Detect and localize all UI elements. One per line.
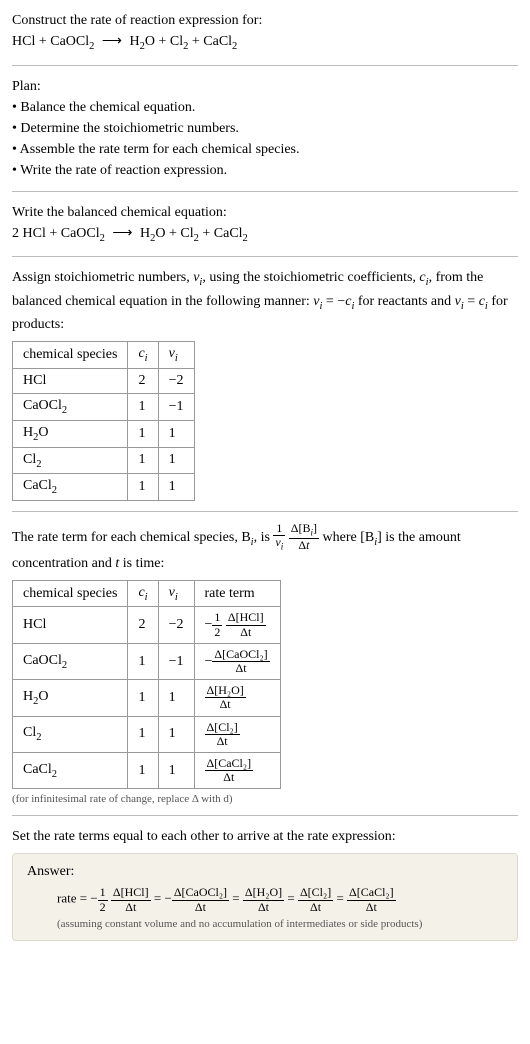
table-row: CaOCl21−1 −Δ[CaOCl₂]Δt bbox=[13, 643, 281, 679]
rate-term-section: The rate term for each chemical species,… bbox=[12, 522, 518, 805]
species-hcl: HCl bbox=[12, 34, 35, 49]
plan-header: Plan: bbox=[12, 76, 518, 97]
table-header-row: chemical species ci νi bbox=[13, 342, 195, 369]
rate-term-table: chemical species ci νi rate term HCl2−2 … bbox=[12, 580, 281, 790]
col-species: chemical species bbox=[13, 342, 128, 369]
plan-bullet-1: • Balance the chemical equation. bbox=[12, 97, 518, 118]
table-row: H2O11 Δ[H₂O]Δt bbox=[13, 680, 281, 716]
arrow-icon: ⟶ bbox=[108, 226, 136, 241]
divider bbox=[12, 191, 518, 192]
species-cacl2: CaCl2 bbox=[203, 34, 237, 49]
divider bbox=[12, 65, 518, 66]
divider bbox=[12, 511, 518, 512]
table-row: HCl2−2 bbox=[13, 368, 195, 393]
plan-bullet-3: • Assemble the rate term for each chemic… bbox=[12, 139, 518, 160]
plan-bullet-2: • Determine the stoichiometric numbers. bbox=[12, 118, 518, 139]
arrow-icon: ⟶ bbox=[98, 34, 126, 49]
table-header-row: chemical species ci νi rate term bbox=[13, 580, 281, 607]
species-caocl2: CaOCl2 bbox=[50, 34, 94, 49]
unbalanced-equation: HCl + CaOCl2 ⟶ H2O + Cl2 + CaCl2 bbox=[12, 31, 518, 55]
stoichiometry-table: chemical species ci νi HCl2−2 CaOCl21−1 … bbox=[12, 341, 195, 501]
col-nui: νi bbox=[158, 342, 194, 369]
answer-assumption-note: (assuming constant volume and no accumul… bbox=[57, 918, 503, 930]
table-row: CaOCl21−1 bbox=[13, 393, 195, 420]
answer-label: Answer: bbox=[27, 864, 503, 880]
answer-box: Answer: rate = −12 Δ[HCl]Δt = −Δ[CaOCl₂]… bbox=[12, 853, 518, 940]
balanced-equation: 2 HCl + CaOCl2 ⟶ H2O + Cl2 + CaCl2 bbox=[12, 223, 518, 247]
assign-section: Assign stoichiometric numbers, νi, using… bbox=[12, 267, 518, 501]
species-cl2: Cl2 bbox=[170, 34, 188, 49]
plan-bullet-4: • Write the rate of reaction expression. bbox=[12, 160, 518, 181]
plan-section: Plan: • Balance the chemical equation. •… bbox=[12, 76, 518, 181]
answer-equation: rate = −12 Δ[HCl]Δt = −Δ[CaOCl₂]Δt = Δ[H… bbox=[57, 886, 503, 913]
table-row: Cl211 bbox=[13, 447, 195, 474]
divider bbox=[12, 256, 518, 257]
species-h2o: H2O bbox=[129, 34, 155, 49]
table-row: CaCl211 bbox=[13, 474, 195, 501]
table-row: CaCl211 Δ[CaCl₂]Δt bbox=[13, 752, 281, 788]
table-row: H2O11 bbox=[13, 420, 195, 447]
table-row: Cl211 Δ[Cl₂]Δt bbox=[13, 716, 281, 752]
balanced-header: Write the balanced chemical equation: bbox=[12, 202, 518, 223]
infinitesimal-note: (for infinitesimal rate of change, repla… bbox=[12, 793, 518, 805]
divider bbox=[12, 815, 518, 816]
col-ci: ci bbox=[128, 342, 158, 369]
construct-label: Construct the rate of reaction expressio… bbox=[12, 10, 518, 31]
table-row: HCl2−2 −12 Δ[HCl]Δt bbox=[13, 607, 281, 643]
set-equal-text: Set the rate terms equal to each other t… bbox=[12, 826, 518, 847]
